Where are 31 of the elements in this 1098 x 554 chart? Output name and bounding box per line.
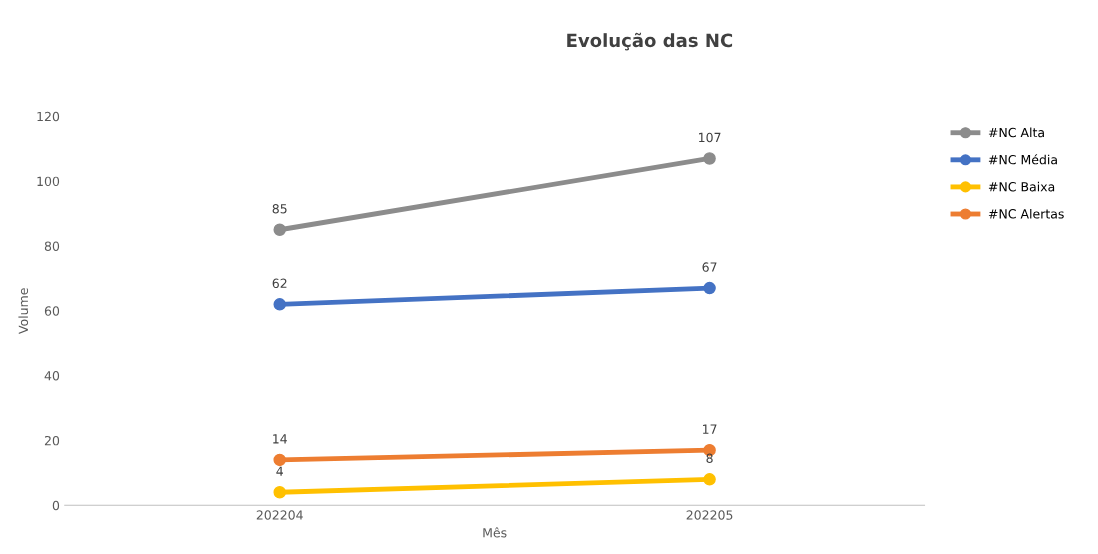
y-tick-label: 20	[44, 435, 60, 446]
y-tick-label: 40	[44, 371, 60, 381]
x-tick-label: 202205	[686, 510, 733, 520]
legend-label: #NC Alertas	[988, 208, 1064, 219]
y-tick-label: 0	[52, 500, 60, 511]
legend-label: #NC Alta	[988, 127, 1044, 138]
y-axis-title: Volume	[18, 288, 29, 334]
data-label: 17	[703, 424, 717, 434]
data-label: 14	[273, 434, 287, 444]
legend-label: #NC Média	[988, 154, 1057, 165]
point	[703, 281, 716, 295]
x-axis-title: Mês	[483, 527, 507, 538]
y-tick-label: 60	[44, 306, 60, 316]
point	[273, 453, 286, 467]
data-label: 8	[706, 453, 713, 464]
data-label: 107	[699, 132, 721, 143]
legend-label: #NC Baixa	[988, 181, 1055, 192]
data-label: 62	[272, 278, 287, 288]
y-tick-label: 80	[44, 241, 60, 251]
x-tick-label: 202204	[256, 510, 303, 520]
y-tick-label: 120	[37, 111, 60, 122]
point	[703, 473, 716, 486]
point	[273, 298, 286, 311]
data-label: 4	[276, 466, 283, 476]
data-label: 67	[702, 262, 717, 272]
data-label: 85	[272, 204, 287, 214]
chart-title: Evolução das NC	[567, 32, 733, 51]
point	[273, 223, 286, 237]
point	[273, 486, 286, 499]
point	[703, 152, 716, 165]
y-tick-label: 100	[37, 176, 60, 187]
